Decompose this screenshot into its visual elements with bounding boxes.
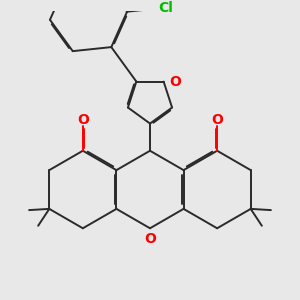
Text: O: O [169, 75, 181, 88]
Text: O: O [144, 232, 156, 246]
Text: O: O [211, 113, 223, 127]
Text: O: O [77, 113, 89, 127]
Text: Cl: Cl [158, 1, 173, 15]
